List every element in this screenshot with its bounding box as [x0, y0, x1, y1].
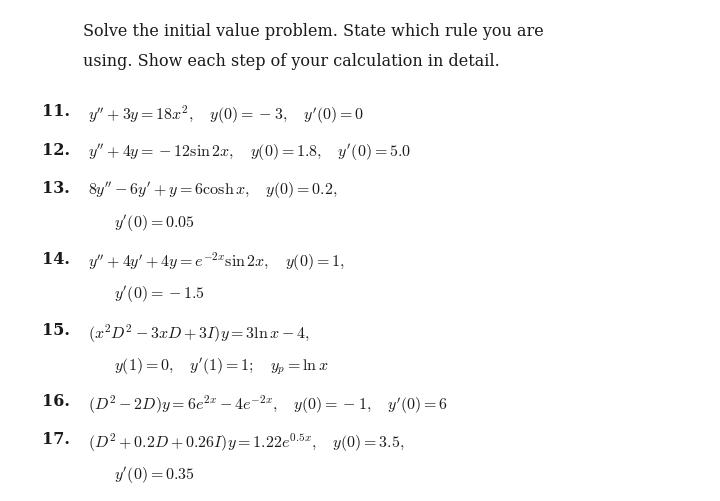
Text: 13.: 13. — [42, 179, 70, 196]
Text: 16.: 16. — [42, 393, 70, 409]
Text: using. Show each step of your calculation in detail.: using. Show each step of your calculatio… — [83, 53, 500, 70]
Text: $y'' + 4y = -12 \sin 2x, \quad y(0) = 1.8, \quad y'(0) = 5.0$: $y'' + 4y = -12 \sin 2x, \quad y(0) = 1.… — [88, 141, 411, 162]
Text: $(D^2 - 2D)y = 6e^{2x} - 4e^{-2x}, \quad y(0) = -1, \quad y'(0) = 6$: $(D^2 - 2D)y = 6e^{2x} - 4e^{-2x}, \quad… — [88, 393, 448, 415]
Text: $(x^2D^2 - 3xD + 3I)y = 3 \ln x - 4,$: $(x^2D^2 - 3xD + 3I)y = 3 \ln x - 4,$ — [88, 322, 310, 344]
Text: $y'' + 3y = 18x^2, \quad y(0) = -3, \quad y'(0) = 0$: $y'' + 3y = 18x^2, \quad y(0) = -3, \qua… — [88, 103, 364, 126]
Text: 14.: 14. — [42, 250, 70, 268]
Text: $y'(0) = -1.5$: $y'(0) = -1.5$ — [114, 284, 204, 305]
Text: $8y'' - 6y' + y = 6 \cosh x, \quad y(0) = 0.2,$: $8y'' - 6y' + y = 6 \cosh x, \quad y(0) … — [88, 179, 338, 200]
Text: $y'(0) = 0.35$: $y'(0) = 0.35$ — [114, 463, 194, 484]
Text: Solve the initial value problem. State which rule you are: Solve the initial value problem. State w… — [83, 23, 544, 40]
Text: $y'(0) = 0.05$: $y'(0) = 0.05$ — [114, 212, 194, 233]
Text: $(D^2 + 0.2D + 0.26I)y = 1.22e^{0.5x}, \quad y(0) = 3.5,$: $(D^2 + 0.2D + 0.26I)y = 1.22e^{0.5x}, \… — [88, 430, 405, 453]
Text: 15.: 15. — [42, 322, 70, 339]
Text: 11.: 11. — [42, 103, 70, 120]
Text: 12.: 12. — [42, 141, 70, 158]
Text: $y'' + 4y' + 4y = e^{-2x}\sin 2x, \quad y(0) = 1,$: $y'' + 4y' + 4y = e^{-2x}\sin 2x, \quad … — [88, 250, 344, 273]
Text: $y(1) = 0, \quad y'(1) = 1; \quad y_p = \ln x$: $y(1) = 0, \quad y'(1) = 1; \quad y_p = … — [114, 355, 328, 376]
Text: 17.: 17. — [42, 430, 70, 447]
